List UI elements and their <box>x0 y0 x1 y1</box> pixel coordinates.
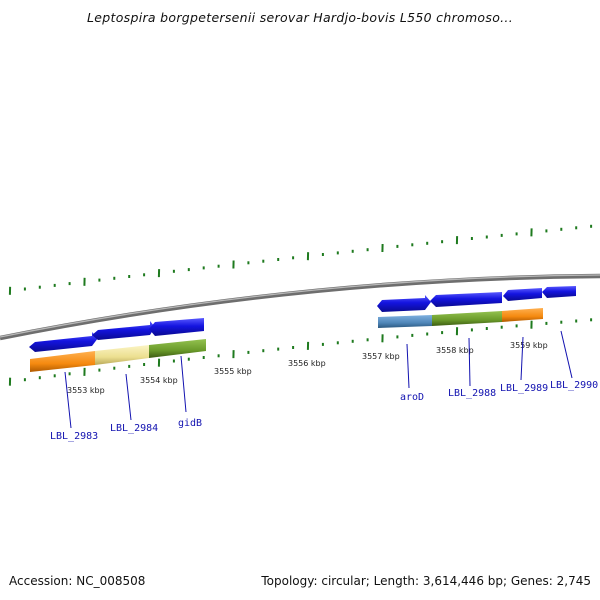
gene-label[interactable]: aroD <box>400 392 424 403</box>
scale-label: 3559 kbp <box>510 341 548 350</box>
gene-arrow[interactable] <box>542 286 576 298</box>
gene-label[interactable]: LBL_2989 <box>500 383 548 394</box>
feature-pale-yellow[interactable] <box>95 345 149 365</box>
scale-label: 3553 kbp <box>67 386 105 395</box>
chromosome-backbone <box>0 273 600 341</box>
tick-track-bottom <box>8 318 593 386</box>
scale-label: 3555 kbp <box>214 367 252 376</box>
topology-summary: Topology: circular; Length: 3,614,446 bp… <box>261 574 591 588</box>
tick-track-top <box>8 224 593 295</box>
gene-label[interactable]: LBL_2988 <box>448 388 496 399</box>
gene-arrow[interactable] <box>149 318 204 336</box>
scale-label: 3556 kbp <box>288 359 326 368</box>
chromosome-backbone-highlight <box>0 274 600 338</box>
scale-label: 3557 kbp <box>362 352 400 361</box>
feature-olive[interactable] <box>432 311 502 326</box>
gene-cluster-left <box>29 318 206 372</box>
gene-label[interactable]: gidB <box>178 418 202 429</box>
map-title: Leptospira borgpetersenii serovar Hardjo… <box>87 10 513 25</box>
feature-orange[interactable] <box>502 308 543 322</box>
gene-labels: LBL_2983 LBL_2984 gidB aroD LBL_2988 LBL… <box>50 380 598 442</box>
gene-arrow[interactable] <box>430 292 502 307</box>
feature-olive[interactable] <box>149 339 206 358</box>
scale-label: 3554 kbp <box>140 376 178 385</box>
gene-label[interactable]: LBL_2990 <box>550 380 598 391</box>
gene-cluster-right <box>377 286 576 328</box>
gene-leader-lines <box>64 330 573 429</box>
accession-info: Accession: NC_008508 <box>9 574 146 588</box>
gene-label[interactable]: LBL_2983 <box>50 431 98 442</box>
scale-labels: 3553 kbp 3554 kbp 3555 kbp 3556 kbp 3557… <box>67 341 548 395</box>
gene-arrow[interactable] <box>29 332 98 352</box>
gene-arrow[interactable] <box>377 295 431 312</box>
gene-label[interactable]: LBL_2984 <box>110 423 158 434</box>
gene-arrow[interactable] <box>503 288 542 301</box>
scale-label: 3558 kbp <box>436 346 474 355</box>
feature-orange[interactable] <box>30 351 95 372</box>
feature-steel-blue[interactable] <box>378 315 432 328</box>
gene-arrow[interactable] <box>92 321 155 340</box>
